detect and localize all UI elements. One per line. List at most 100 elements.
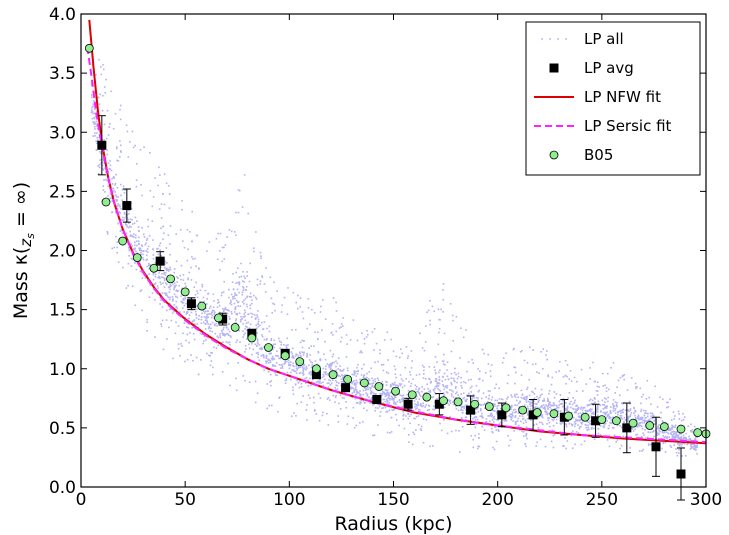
lp-all-point [683, 442, 686, 445]
lp-all-point [559, 410, 562, 412]
lp-all-point [399, 401, 402, 404]
lp-all-point [339, 370, 342, 372]
lp-all-point [667, 401, 669, 404]
lp-all-point [441, 380, 444, 382]
lp-all-point [494, 410, 496, 412]
lp-all-point [573, 376, 576, 379]
lp-all-point [193, 338, 196, 341]
y-axis-label-sub: z [17, 238, 35, 248]
lp-all-point [195, 314, 198, 316]
lp-all-point [353, 382, 356, 384]
lp-all-point [451, 395, 453, 397]
lp-all-point [489, 375, 492, 378]
lp-all-point [584, 409, 587, 412]
lp-all-point [461, 426, 464, 428]
lp-all-point [274, 309, 276, 312]
lp-all-point [237, 305, 239, 307]
lp-all-point [329, 379, 332, 382]
lp-all-point [388, 409, 391, 412]
lp-all-point [489, 370, 492, 372]
lp-all-point [675, 451, 678, 454]
lp-all-point [213, 313, 216, 315]
lp-all-point [442, 385, 445, 387]
lp-all-point [106, 153, 108, 156]
lp-all-point [577, 432, 580, 434]
lp-all-point [365, 387, 367, 390]
lp-all-point [607, 396, 609, 399]
lp-all-point [305, 365, 308, 368]
lp-all-point [571, 423, 574, 426]
lp-all-point [253, 247, 255, 249]
lp-all-point [317, 337, 319, 340]
lp-all-point [384, 406, 387, 409]
lp-all-point [311, 361, 314, 364]
lp-all-point [169, 296, 171, 299]
lp-all-point [329, 383, 332, 386]
lp-all-point [594, 398, 596, 400]
lp-all-point [92, 135, 94, 137]
lp-all-point [291, 356, 293, 358]
lp-all-point [107, 171, 110, 173]
lp-all-point [171, 312, 174, 314]
lp-all-point [483, 402, 486, 405]
lp-all-point [221, 260, 224, 263]
lp-all-point [395, 419, 398, 421]
lp-all-point [163, 173, 166, 175]
lp-all-point [690, 445, 692, 447]
lp-avg-point [528, 410, 538, 420]
lp-all-point [413, 433, 416, 435]
lp-all-point [246, 275, 248, 277]
lp-all-point [608, 415, 611, 418]
lp-all-point [286, 337, 289, 340]
lp-all-point [105, 178, 107, 181]
lp-all-point [407, 355, 409, 357]
lp-all-point [438, 382, 441, 385]
lp-all-point [542, 367, 544, 370]
lp-all-point [647, 444, 650, 446]
lp-all-point [251, 353, 253, 356]
lp-all-point [548, 421, 551, 424]
lp-all-point [261, 334, 263, 336]
lp-all-point [478, 433, 480, 435]
lp-all-point [187, 277, 189, 279]
lp-all-point [363, 338, 366, 340]
lp-all-point [353, 370, 356, 372]
lp-all-point [573, 401, 576, 404]
lp-all-point [645, 398, 648, 400]
lp-all-point [389, 432, 391, 434]
lp-all-point [119, 206, 121, 208]
lp-all-point [457, 375, 460, 378]
lp-all-point [389, 397, 392, 400]
lp-all-point [345, 406, 348, 409]
lp-all-point [656, 427, 658, 430]
lp-all-point [624, 419, 627, 421]
lp-all-point [460, 406, 463, 408]
lp-all-point [142, 257, 144, 259]
lp-all-point [508, 414, 510, 417]
lp-all-point [157, 287, 159, 289]
lp-all-point [307, 379, 310, 382]
lp-all-point [303, 340, 305, 342]
lp-all-point [145, 250, 147, 252]
lp-all-point [195, 356, 198, 359]
lp-all-point [323, 371, 326, 373]
lp-all-point [124, 213, 126, 215]
lp-all-point [538, 416, 540, 418]
lp-all-point [616, 402, 618, 404]
lp-all-point [138, 247, 140, 249]
lp-all-point [152, 258, 155, 260]
b05-point [645, 421, 655, 430]
lp-all-point [152, 273, 155, 276]
lp-all-point [606, 411, 608, 413]
lp-all-point [386, 394, 389, 396]
lp-all-point [299, 353, 301, 355]
lp-all-point [667, 423, 669, 425]
lp-all-point [632, 430, 635, 432]
lp-all-point [605, 412, 607, 415]
lp-all-point [386, 431, 389, 434]
lp-all-point [219, 336, 222, 339]
lp-all-point [149, 263, 151, 266]
lp-all-point [324, 358, 327, 361]
lp-all-point [179, 354, 181, 357]
lp-all-point [678, 413, 680, 415]
